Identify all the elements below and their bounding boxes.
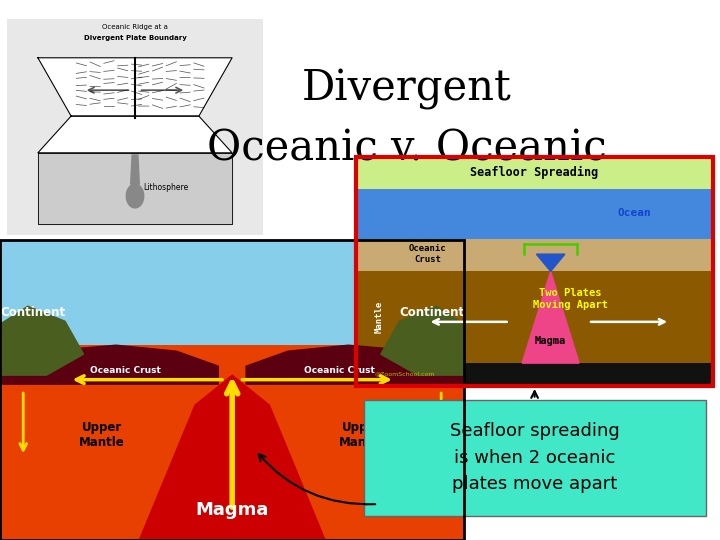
Text: Lithosphere: Lithosphere — [143, 183, 189, 192]
Text: Oceanic v. Oceanic: Oceanic v. Oceanic — [207, 127, 607, 170]
FancyBboxPatch shape — [356, 189, 713, 239]
Polygon shape — [131, 155, 140, 184]
FancyBboxPatch shape — [356, 271, 713, 363]
Polygon shape — [38, 58, 232, 116]
FancyBboxPatch shape — [0, 240, 464, 540]
Polygon shape — [38, 153, 232, 224]
FancyBboxPatch shape — [364, 400, 706, 516]
Text: Mantle: Mantle — [375, 301, 384, 333]
Text: Magma: Magma — [196, 501, 269, 519]
Polygon shape — [246, 345, 464, 384]
Text: Seafloor Spreading: Seafloor Spreading — [470, 166, 599, 179]
FancyBboxPatch shape — [0, 345, 464, 540]
Polygon shape — [38, 116, 232, 153]
Text: @ZoomSchool.com: @ZoomSchool.com — [374, 371, 435, 376]
Text: Two Plates
Moving Apart: Two Plates Moving Apart — [533, 288, 608, 310]
Polygon shape — [126, 184, 144, 208]
Text: Divergent: Divergent — [302, 68, 512, 110]
Text: Oceanic Ridge at a: Oceanic Ridge at a — [102, 24, 168, 30]
FancyBboxPatch shape — [7, 19, 263, 235]
Polygon shape — [522, 271, 579, 363]
Text: Continent: Continent — [0, 306, 65, 319]
Text: Upper
Mantle: Upper Mantle — [339, 421, 385, 449]
Text: Oceanic Crust: Oceanic Crust — [90, 366, 161, 375]
Polygon shape — [0, 306, 84, 375]
FancyBboxPatch shape — [356, 239, 713, 271]
Text: Oceanic
Crust: Oceanic Crust — [409, 245, 446, 264]
Text: Upper
Mantle: Upper Mantle — [79, 421, 125, 449]
Polygon shape — [140, 375, 325, 540]
FancyBboxPatch shape — [356, 157, 713, 189]
Text: Magma: Magma — [535, 336, 566, 346]
Text: Seafloor spreading
is when 2 oceanic
plates move apart: Seafloor spreading is when 2 oceanic pla… — [450, 422, 619, 493]
Polygon shape — [536, 254, 565, 271]
Text: Oceanic Crust: Oceanic Crust — [304, 366, 374, 375]
Text: Ocean: Ocean — [618, 208, 652, 218]
FancyBboxPatch shape — [356, 363, 713, 386]
Text: Continent: Continent — [400, 306, 464, 319]
Text: Divergent Plate Boundary: Divergent Plate Boundary — [84, 35, 186, 41]
Polygon shape — [381, 306, 464, 375]
Polygon shape — [0, 345, 218, 384]
